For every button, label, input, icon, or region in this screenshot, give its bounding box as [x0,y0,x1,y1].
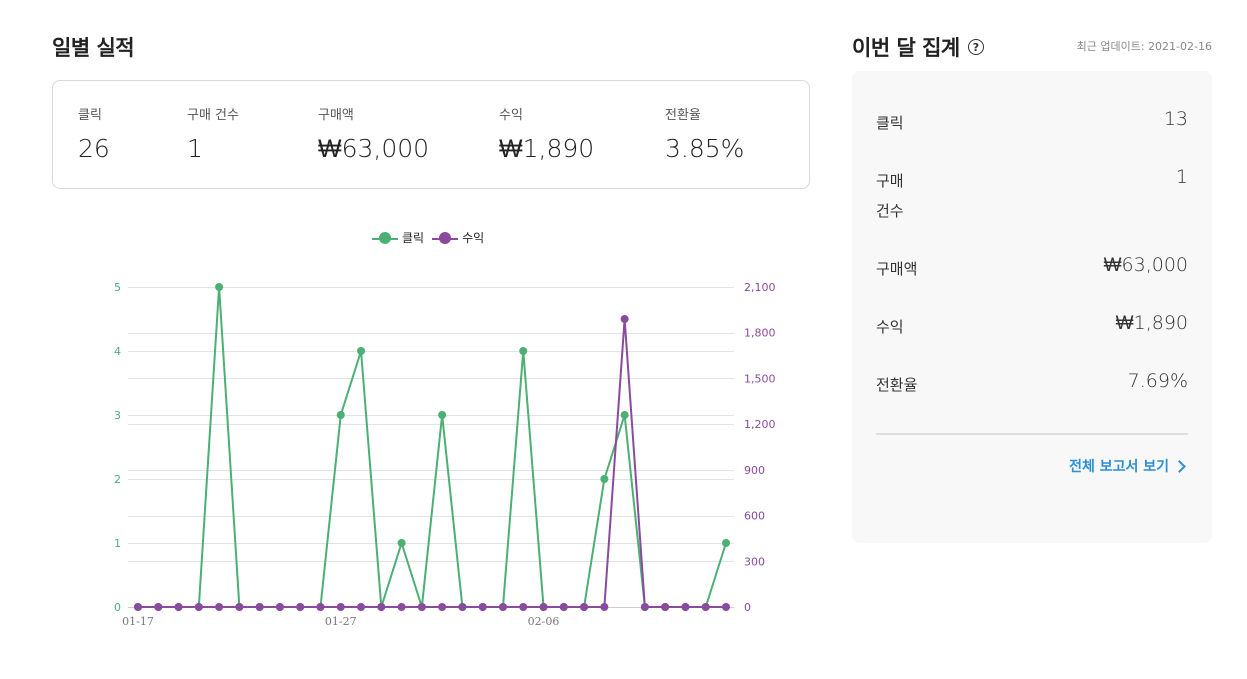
summary-label: 구매액 [876,260,918,278]
data-point-revenue [336,603,345,611]
monthly-summary-title: 이번 달 집계 [852,36,960,60]
x-tick-label: 02-06 [528,615,560,628]
data-point-revenue [377,603,386,611]
data-point-revenue [640,603,649,611]
stat-value: ₩63,000 [318,134,430,163]
data-point-revenue [296,603,305,611]
data-point-clicks [336,411,345,419]
y-right-tick-label: 1,800 [744,327,776,340]
data-point-revenue [600,603,609,611]
data-point-revenue [498,603,507,611]
stat-value: 26 [78,134,110,163]
summary-value: ₩1,890 [1115,312,1188,334]
legend-swatch-icon [372,231,398,245]
y-right-tick-label: 300 [744,555,765,568]
data-point-revenue [316,603,325,611]
data-point-revenue [134,603,142,611]
y-left-tick-label: 4 [114,345,121,358]
data-point-revenue [478,603,487,611]
summary-value: 13 [1163,108,1188,130]
y-right-tick-label: 900 [744,464,765,477]
series-line-clicks [138,286,727,608]
legend-label: 클릭 [402,231,425,245]
summary-card: 클릭 13 구매 건수 1 구매액 ₩63,000 수익 ₩1,890 전환율 … [852,71,1212,543]
data-point-clicks [519,347,528,355]
series-line-revenue [138,318,726,608]
stat-label: 수익 [499,108,523,123]
data-point-revenue [722,603,730,611]
daily-stats-box: 클릭 26 구매 건수 1 구매액 ₩63,000 수익 ₩1,890 전환율 … [52,80,810,189]
x-tick-label: 01-27 [325,615,357,628]
data-point-revenue [154,603,163,611]
stat-value: 1 [187,134,203,163]
summary-value: 1 [1175,166,1188,188]
data-point-revenue [559,603,568,611]
legend-item-revenue[interactable]: 수익 [432,229,484,246]
data-point-revenue [417,603,426,611]
monthly-summary-title-wrap: 이번 달 집계 ? [852,32,984,62]
y-right-tick-label: 1,500 [744,372,776,385]
summary-label: 구매 건수 [876,172,904,220]
full-report-link-label: 전체 보고서 보기 [1069,459,1169,475]
data-point-revenue [235,603,244,611]
y-left-tick-label: 5 [114,281,121,294]
last-updated: 최근 업데이트: 2021-02-16 [1076,40,1212,53]
data-point-revenue [194,603,203,611]
summary-label: 수익 [876,318,904,336]
data-point-clicks [600,475,609,483]
data-point-revenue [580,603,589,611]
chevron-right-icon [1173,459,1186,473]
stat-value: 3.85% [665,134,745,163]
y-right-tick-label: 600 [744,510,765,523]
daily-line-chart: 0 1 2 3 4 5 0 300 600 900 1,200 1,500 1,800 2,100 01-1… [114,281,776,628]
data-point-revenue [681,603,690,611]
stat-label: 전환율 [665,108,701,123]
data-point-clicks [397,539,406,547]
y-left-tick-label: 3 [114,409,121,422]
summary-label: 클릭 [876,114,904,132]
data-point-revenue [661,603,670,611]
stat-label: 구매 건수 [187,108,239,123]
data-point-clicks [620,411,629,419]
data-point-revenue [539,603,548,611]
daily-performance-title: 일별 실적 [52,36,135,60]
summary-label: 전환율 [876,376,918,394]
data-point-revenue [357,603,366,611]
data-point-clicks [215,283,224,291]
summary-divider [876,433,1188,435]
y-left-tick-label: 1 [114,537,121,550]
data-point-revenue [397,603,406,611]
data-point-revenue [519,603,528,611]
data-point-clicks [357,347,366,355]
legend-item-clicks[interactable]: 클릭 [372,229,424,246]
y-left-tick-label: 2 [114,473,121,486]
legend-swatch-icon [432,231,459,245]
stat-label: 클릭 [78,108,102,123]
data-point-revenue [174,603,183,611]
y-right-tick-label: 0 [744,601,751,614]
data-point-clicks [722,539,730,547]
data-point-revenue [701,603,710,611]
data-point-revenue [458,603,467,611]
help-icon[interactable]: ? [967,39,984,55]
y-right-tick-label: 1,200 [744,418,776,431]
data-point-revenue [255,603,264,611]
data-point-clicks [438,411,447,419]
chart-legend: 클릭 수익 [372,229,492,246]
stat-value: ₩1,890 [499,134,595,163]
summary-value: ₩63,000 [1103,254,1188,276]
y-right-tick-label: 2,100 [744,281,776,294]
full-report-link[interactable]: 전체 보고서 보기 [1069,456,1186,476]
data-point-revenue [438,603,447,611]
data-point-revenue [215,603,224,611]
data-point-revenue [275,603,284,611]
data-point-revenue [620,315,629,323]
legend-label: 수익 [462,231,485,245]
summary-value: 7.69% [1127,370,1188,392]
y-left-tick-label: 0 [114,601,121,614]
stat-label: 구매액 [318,108,354,123]
x-tick-label: 01-17 [122,615,154,628]
